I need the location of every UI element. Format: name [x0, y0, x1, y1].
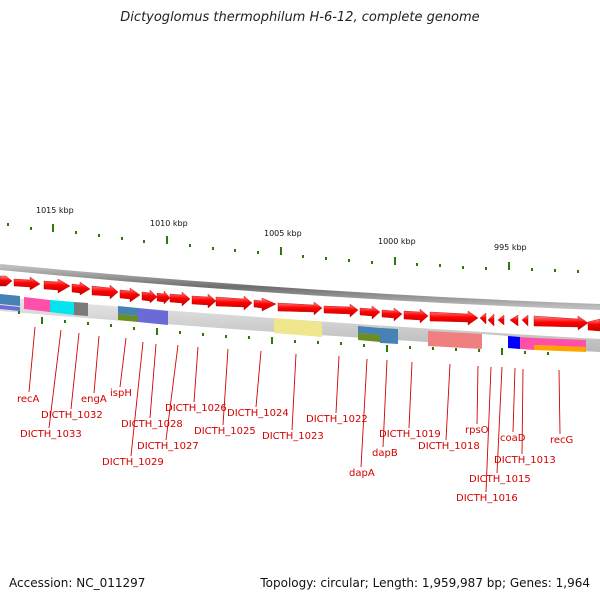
gene-label: DICTH_1019	[379, 429, 441, 440]
gene-label: DICTH_1023	[262, 431, 324, 442]
gene-label: DICTH_1016	[456, 493, 518, 504]
gene-label: DICTH_1025	[194, 426, 256, 437]
gene-label: recA	[17, 394, 40, 405]
gene-label: DICTH_1032	[41, 410, 103, 421]
cog-band	[0, 294, 600, 352]
gene-label: DICTH_1028	[121, 419, 183, 430]
gene-label: dapA	[349, 468, 375, 479]
scale-label: 1010 kbp	[150, 219, 188, 228]
scale-label: 1005 kbp	[264, 229, 302, 238]
gene-label: engA	[81, 394, 107, 405]
label-leaders	[28, 326, 561, 493]
gene-label: DICTH_1026	[165, 403, 227, 414]
gene-label: dapB	[372, 448, 398, 459]
gene-label: recG	[550, 435, 573, 446]
gene-label: DICTH_1018	[418, 441, 480, 452]
scale-ticks: 1015 kbp 1010 kbp 1005 kbp 1000 kbp 995 …	[7, 206, 579, 273]
gene-label: DICTH_1013	[494, 455, 556, 466]
inner-ticks	[18, 311, 549, 355]
gene-label: DICTH_1022	[306, 414, 368, 425]
gene-label: DICTH_1015	[469, 474, 531, 485]
gene-label: DICTH_1024	[227, 408, 289, 419]
gene-label: ispH	[110, 388, 132, 399]
genome-backbone	[0, 264, 600, 310]
gene-label: DICTH_1027	[137, 441, 199, 452]
gene-arrows	[0, 275, 600, 332]
scale-label: 1015 kbp	[36, 206, 74, 215]
scale-label: 1000 kbp	[378, 237, 416, 246]
gene-label: coaD	[500, 433, 526, 444]
accession-text: Accession: NC_011297	[9, 576, 146, 590]
gene-label: DICTH_1029	[102, 457, 164, 468]
scale-label: 995 kbp	[494, 243, 527, 252]
map-title: Dictyoglomus thermophilum H-6-12, comple…	[120, 10, 480, 25]
gene-label: rpsO	[465, 425, 489, 436]
gene-label: DICTH_1033	[20, 429, 82, 440]
genome-summary: Topology: circular; Length: 1,959,987 bp…	[260, 576, 590, 590]
